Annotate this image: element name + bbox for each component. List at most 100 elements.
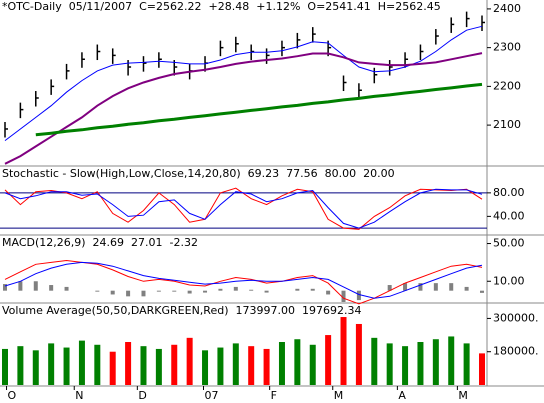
histogram-bar [464, 286, 469, 291]
volume-bar [63, 347, 70, 385]
volume-bar [78, 340, 85, 385]
y-tick-label: 2300 [493, 41, 521, 54]
volume-bar [155, 348, 162, 385]
panel-header: 20.00 [363, 167, 395, 180]
panel-header: H=2562.45 [378, 0, 441, 13]
histogram-bar [18, 281, 23, 291]
panel-header: +28.48 [209, 0, 250, 13]
histogram-bar [126, 290, 131, 297]
volume-bar [479, 353, 485, 385]
volume-bar [432, 339, 439, 385]
histogram-bar [326, 290, 331, 295]
histogram-bar [264, 290, 269, 293]
histogram-bar [110, 290, 115, 295]
volume-bar [217, 347, 224, 385]
y-tick-label: 2100 [493, 118, 521, 131]
volume-bar [386, 343, 393, 385]
volume-bar [263, 348, 270, 385]
panel-header: Volume Average(50,50,DARKGREEN,Red) [2, 304, 229, 317]
y-tick-label: 180000. [493, 345, 539, 358]
histogram-bar [387, 285, 392, 291]
volume-bar [48, 343, 55, 385]
histogram-bar [403, 283, 408, 291]
indicator-line [4, 52, 483, 165]
panel-header: 173997.00 [236, 304, 296, 317]
histogram-bar [187, 290, 192, 294]
panel-header: MACD(12,26,9) [2, 236, 86, 249]
histogram-bar [172, 290, 177, 292]
volume-bar [125, 342, 132, 385]
panel-header: Stochastic - Slow(High,Low,Close,14,20,8… [2, 167, 241, 180]
volume-bar [355, 323, 362, 385]
panel-header: O=2541.41 [307, 0, 370, 13]
volume-bar [371, 337, 378, 385]
panel-header: 80.00 [325, 167, 357, 180]
panel-header: 27.01 [131, 236, 163, 249]
volume-bar [109, 351, 116, 385]
histogram-bar [233, 286, 238, 291]
histogram-bar [3, 284, 7, 291]
histogram-bar [449, 283, 454, 291]
indicator-line [4, 25, 483, 141]
volume-bar [417, 342, 424, 385]
volume-bar [32, 350, 39, 385]
volume-bar [309, 344, 316, 385]
histogram-bar [95, 290, 100, 292]
panel-header: *OTC-Daily [2, 0, 62, 13]
panel-header: +1.12% [256, 0, 300, 13]
indicator-line [4, 261, 483, 299]
volume-bar [202, 350, 209, 385]
panel-header: 24.69 [93, 236, 125, 249]
panel-header: 77.56 [286, 167, 318, 180]
x-tick-label: D [138, 389, 146, 402]
indicator-line [35, 82, 483, 137]
x-tick-label: N [75, 389, 83, 402]
histogram-bar [49, 285, 54, 291]
histogram-bar [64, 286, 69, 291]
volume-bar [186, 337, 193, 385]
volume-bar [94, 344, 101, 385]
histogram-bar [218, 288, 223, 291]
indicator-line [4, 188, 483, 229]
x-tick-label: 07 [204, 389, 218, 402]
x-tick-label: O [8, 389, 17, 402]
volume-bar [402, 346, 409, 385]
x-tick-label: F [271, 389, 277, 402]
histogram-bar [33, 281, 38, 291]
volume-bar [278, 342, 285, 385]
volume-bar [463, 343, 470, 385]
volume-bar [248, 346, 255, 385]
panel-header: 05/11/2007 [69, 0, 132, 13]
volume-bar [232, 343, 239, 385]
indicator-line [4, 187, 483, 230]
volume-bar [2, 348, 8, 385]
histogram-bar [480, 290, 484, 293]
y-tick-label: 2400 [493, 2, 521, 15]
histogram-bar [433, 283, 438, 291]
volume-bar [17, 346, 24, 385]
panel-header: 197692.34 [302, 304, 362, 317]
y-tick-label: 300000. [493, 311, 539, 324]
y-tick-label: 80.00 [493, 186, 525, 199]
histogram-bar [156, 290, 161, 292]
histogram-bar [249, 289, 254, 291]
histogram-bar [341, 290, 346, 302]
x-tick-label: A [398, 389, 406, 402]
histogram-bar [295, 288, 300, 291]
panel-header: 69.23 [248, 167, 280, 180]
histogram-bar [418, 283, 423, 291]
x-tick-label: M [334, 389, 344, 402]
x-tick-label: M [458, 389, 468, 402]
panel-header: -2.32 [170, 236, 198, 249]
volume-bar [448, 336, 455, 385]
volume-bar [325, 335, 332, 385]
y-tick-label: 50.00 [493, 237, 525, 250]
histogram-bar [141, 290, 146, 297]
histogram-bar [356, 290, 361, 301]
volume-bar [140, 346, 147, 385]
histogram-bar [203, 290, 208, 293]
volume-bar [340, 317, 347, 385]
volume-bar [171, 344, 178, 385]
panel-header: C=2562.22 [139, 0, 201, 13]
